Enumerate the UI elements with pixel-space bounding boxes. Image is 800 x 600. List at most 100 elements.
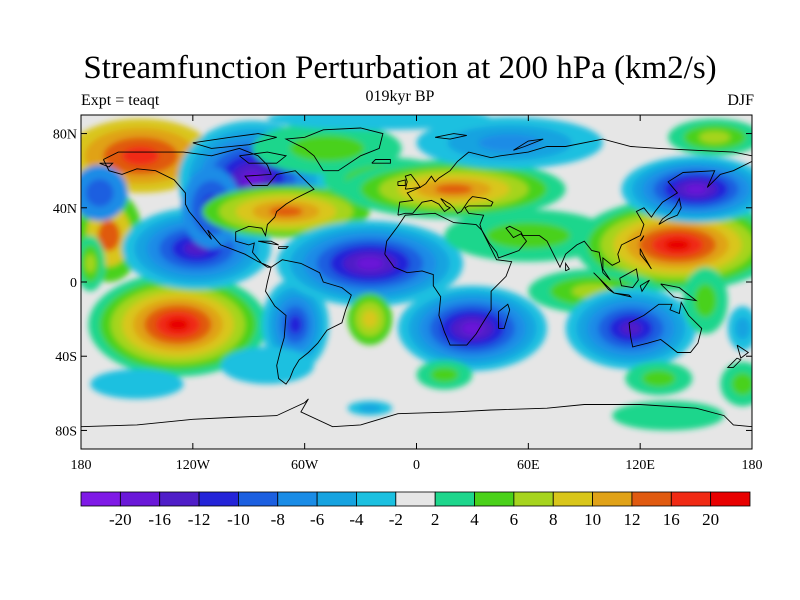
anomaly-cell: [416, 359, 473, 390]
coastline: [371, 159, 391, 164]
coastline: [284, 127, 384, 172]
lat-tick-label: 40S: [55, 350, 77, 365]
contour-band: [90, 369, 184, 399]
contour-band: [85, 179, 114, 207]
contour-band: [289, 135, 365, 162]
anomaly-cell: [720, 361, 752, 407]
contour-band: [685, 184, 707, 194]
coastline: [397, 138, 752, 281]
anomaly-cell: [621, 155, 752, 223]
colorbar-swatch: [631, 491, 672, 507]
contour-band: [642, 370, 676, 387]
colorbar-swatch: [395, 491, 436, 507]
contour-band: [358, 404, 382, 412]
coastline: [639, 235, 645, 242]
colorbar-label: 2: [431, 510, 440, 529]
colorbar-swatch: [159, 491, 200, 507]
coastline: [81, 398, 752, 428]
contour-band: [97, 220, 121, 252]
coastline: [239, 151, 288, 164]
colorbar-swatch: [592, 491, 633, 507]
anomaly-cell: [347, 293, 393, 346]
lon-tick-label: 60W: [291, 458, 319, 473]
colorbar-swatch: [198, 491, 239, 507]
coastline: [628, 301, 703, 353]
contour-band: [694, 283, 717, 318]
contour-band: [699, 131, 731, 144]
anomaly-cell: [220, 346, 314, 385]
anomaly-cell: [574, 198, 752, 292]
coastline: [498, 303, 511, 329]
colorbar-swatch: [434, 491, 475, 507]
lat-tick-label: 0: [70, 276, 77, 291]
lon-tick-label: 120W: [176, 458, 211, 473]
longitude-axis: 180 120W 60W 0 60E 120E 180: [71, 115, 763, 473]
coastline: [660, 283, 698, 302]
contour-band: [220, 346, 314, 385]
time-label: 019kyr BP: [365, 88, 435, 105]
colorbar-label: -8: [271, 510, 285, 529]
coastline: [726, 357, 742, 368]
coastline: [384, 212, 513, 346]
colorbar-label: 20: [702, 510, 719, 529]
colorbar-label: -6: [310, 510, 324, 529]
anomaly-cell: [90, 369, 184, 399]
colorbar-swatch: [238, 491, 279, 507]
lat-tick-label: 80N: [53, 128, 77, 143]
lat-tick-label: 40N: [53, 202, 77, 217]
anomaly-cell: [397, 285, 547, 372]
coastline: [99, 162, 114, 168]
colorbar-label: 12: [623, 510, 640, 529]
anomaly-cell: [81, 165, 128, 221]
anomaly-cell: [88, 272, 268, 377]
contour-band: [85, 254, 96, 273]
colorbar-swatch: [80, 491, 121, 507]
coastline: [513, 138, 544, 151]
colorbar-label: -20: [109, 510, 132, 529]
coastline: [278, 246, 289, 250]
contour-band: [430, 367, 459, 383]
coastline: [639, 248, 652, 270]
coastlines: [81, 127, 752, 428]
colorbar-swatch: [119, 491, 161, 507]
contour-band: [122, 146, 160, 166]
anomaly-cell: [612, 400, 725, 431]
contour-band: [735, 317, 751, 340]
anomaly-cell: [347, 400, 393, 416]
colorbar-label: 8: [549, 510, 558, 529]
colorbar-swatch: [474, 491, 515, 507]
contour-band: [362, 310, 378, 328]
anomaly-cell: [565, 287, 697, 370]
latitude-axis: 80N 40N 0 40S 80S: [53, 128, 752, 439]
coastline: [397, 179, 406, 186]
colorbar-label: -10: [227, 510, 250, 529]
coastline: [639, 279, 650, 293]
contour-band: [356, 257, 384, 270]
anomaly-cell: [341, 159, 566, 219]
contour-band: [269, 206, 303, 217]
coastline: [435, 133, 467, 140]
anomaly-cell: [683, 267, 728, 334]
colorbar-swatch: [670, 491, 712, 507]
coastline: [258, 240, 279, 246]
contour-band: [288, 315, 303, 334]
contour-band: [267, 115, 492, 130]
coastline: [614, 292, 633, 298]
colorbar-swatch: [316, 491, 357, 507]
colorbar: -20 -16 -12 -10 -8 -6 -4 -2 2 4 6 8 10 12 16 20: [80, 491, 751, 529]
anomaly-cell: [668, 118, 752, 156]
coastline: [102, 147, 315, 268]
anomaly-cell: [727, 306, 752, 351]
coastline: [658, 197, 682, 225]
coastline: [404, 173, 421, 190]
anomaly-cell: [625, 361, 693, 396]
contour-band: [731, 372, 752, 396]
colorbar-label: -12: [188, 510, 211, 529]
contour-field: [81, 115, 752, 449]
coastline: [736, 344, 750, 359]
colorbar-label: -16: [148, 510, 171, 529]
lon-tick-label: 180: [742, 458, 763, 473]
coastline: [265, 259, 352, 385]
contour-band: [619, 321, 642, 336]
